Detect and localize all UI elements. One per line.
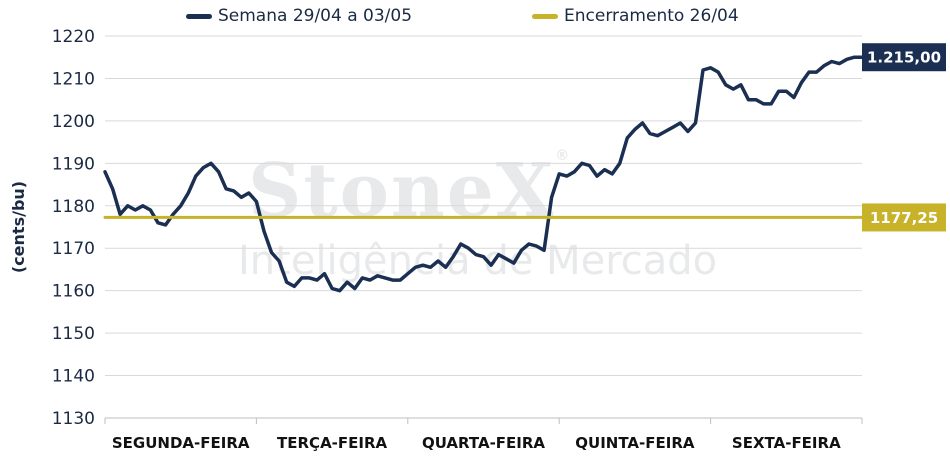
last-value-label: 1.215,00 [867,49,941,67]
close-value-label: 1177,25 [870,209,938,227]
y-tick-label: 1170 [52,239,95,259]
y-axis-label: (cents/bu) [9,181,28,273]
legend-item-close: Encerramento 26/04 [532,6,739,26]
legend-label-close: Encerramento 26/04 [564,6,739,26]
y-tick-label: 1210 [52,69,95,89]
y-tick-label: 1150 [52,324,95,344]
x-tick-label: QUARTA-FEIRA [422,434,545,452]
close-value-badge [862,203,946,232]
watermark-brand: StoneX® [248,148,572,234]
y-tick-label: 1130 [52,409,95,429]
x-tick-label: TERÇA-FEIRA [277,434,387,452]
x-tick-label: QUINTA-FEIRA [575,434,695,452]
y-tick-label: 1190 [52,154,95,174]
y-tick-label: 1220 [52,27,95,47]
y-tick-label: 1160 [52,282,95,302]
x-tick-label: SEGUNDA-FEIRA [112,434,250,452]
chart-legend: Semana 29/04 a 03/05 Encerramento 26/04 [0,6,950,32]
legend-swatch-close [532,13,558,19]
legend-item-week: Semana 29/04 a 03/05 [186,6,412,26]
y-tick-label: 1140 [52,367,95,387]
last-value-badge [862,43,946,72]
watermark-subtitle: Inteligência de Mercado [238,238,718,284]
legend-label-week: Semana 29/04 a 03/05 [218,6,413,26]
legend-swatch-week [186,13,212,19]
x-tick-label: SEXTA-FEIRA [732,434,841,452]
y-tick-label: 1180 [52,197,95,217]
series-line-week [103,55,864,293]
y-tick-label: 1200 [52,112,95,132]
